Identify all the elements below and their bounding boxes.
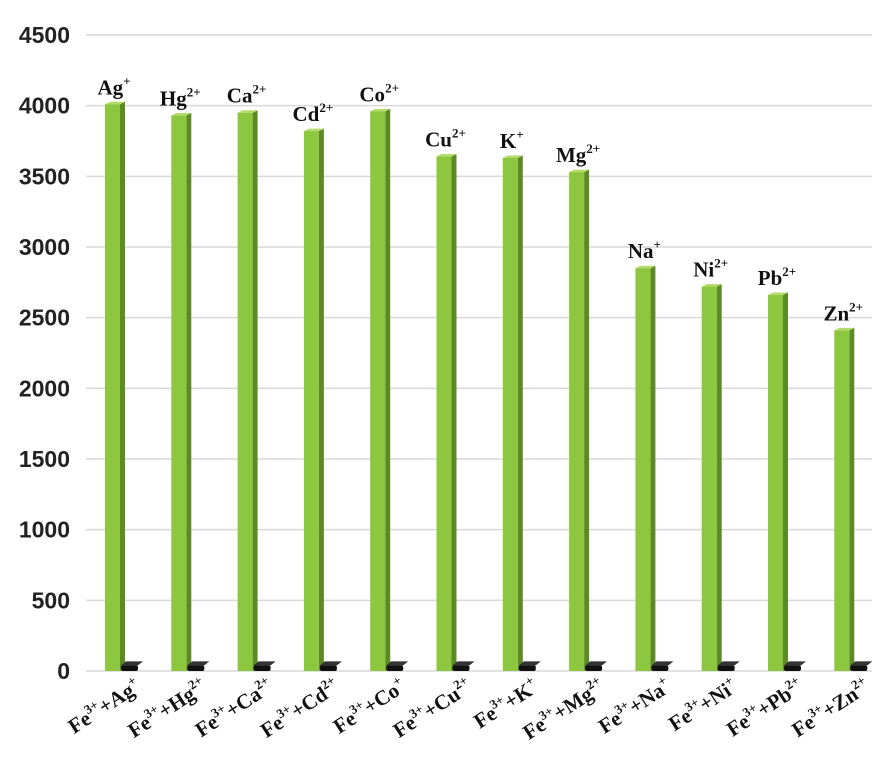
bars	[105, 101, 873, 672]
data-label: Pb2+	[758, 264, 796, 290]
data-label: Ag+	[97, 73, 130, 99]
data-label: Hg2+	[160, 85, 201, 111]
bar-secondary	[121, 661, 143, 671]
bar-secondary	[651, 661, 674, 671]
x-tick-label: Fe3++Pb2+	[721, 672, 808, 741]
y-tick-label: 4500	[19, 22, 70, 48]
data-label: K+	[500, 127, 524, 153]
bar-secondary	[784, 661, 806, 671]
data-labels: Ag+ Hg2+ Ca2+ Cd2+ Co2+ Cu2+ K+ Mg2+ Na+ Ni2+ Pb2+…	[97, 73, 863, 325]
bar-secondary	[386, 661, 409, 671]
bar	[303, 128, 324, 671]
x-tick-label: Fe3++Ca2+	[190, 672, 278, 742]
data-label: Na+	[628, 237, 661, 263]
bar	[635, 265, 656, 671]
y-tick-label: 1500	[19, 446, 70, 472]
bar	[768, 292, 788, 671]
bar	[834, 327, 855, 671]
bar	[105, 101, 125, 671]
x-tick-label: Fe3++Na+	[593, 672, 675, 738]
bar	[701, 284, 722, 671]
data-label: Zn2+	[823, 299, 863, 325]
data-label: Ni2+	[693, 256, 728, 282]
y-axis-ticks: 0 500 1000 1500 2000 2500 3000 3500 4000 4500	[19, 22, 70, 684]
bar-secondary	[850, 661, 873, 671]
data-label: Ca2+	[227, 82, 267, 108]
bar	[171, 113, 192, 671]
bar	[569, 169, 590, 672]
y-tick-label: 2000	[19, 375, 70, 401]
bar-secondary	[187, 661, 210, 671]
x-axis-labels: Fe3++Ag+Fe3++Hg2+Fe3++Ca2+Fe3++Cd2+Fe3++…	[64, 672, 868, 744]
bar	[502, 155, 523, 671]
data-label: Cu2+	[425, 126, 466, 152]
gridlines	[86, 34, 872, 672]
y-tick-label: 500	[32, 587, 70, 613]
data-label: Co2+	[359, 80, 399, 106]
y-tick-label: 0	[57, 658, 70, 684]
bar-secondary	[717, 661, 740, 671]
bar	[237, 110, 258, 671]
bar-secondary	[452, 661, 475, 671]
bar-secondary	[518, 661, 541, 671]
bar	[370, 108, 391, 671]
data-label: Cd2+	[293, 100, 334, 126]
y-tick-label: 1000	[19, 517, 70, 543]
data-label: Mg2+	[556, 141, 600, 167]
bar-secondary	[585, 661, 608, 671]
y-tick-label: 3500	[19, 163, 70, 189]
bar	[436, 154, 457, 672]
y-tick-label: 2500	[19, 305, 70, 331]
y-tick-label: 3000	[19, 234, 70, 260]
bar-secondary	[319, 661, 342, 671]
bar-secondary	[253, 661, 276, 671]
y-tick-label: 4000	[19, 93, 70, 119]
